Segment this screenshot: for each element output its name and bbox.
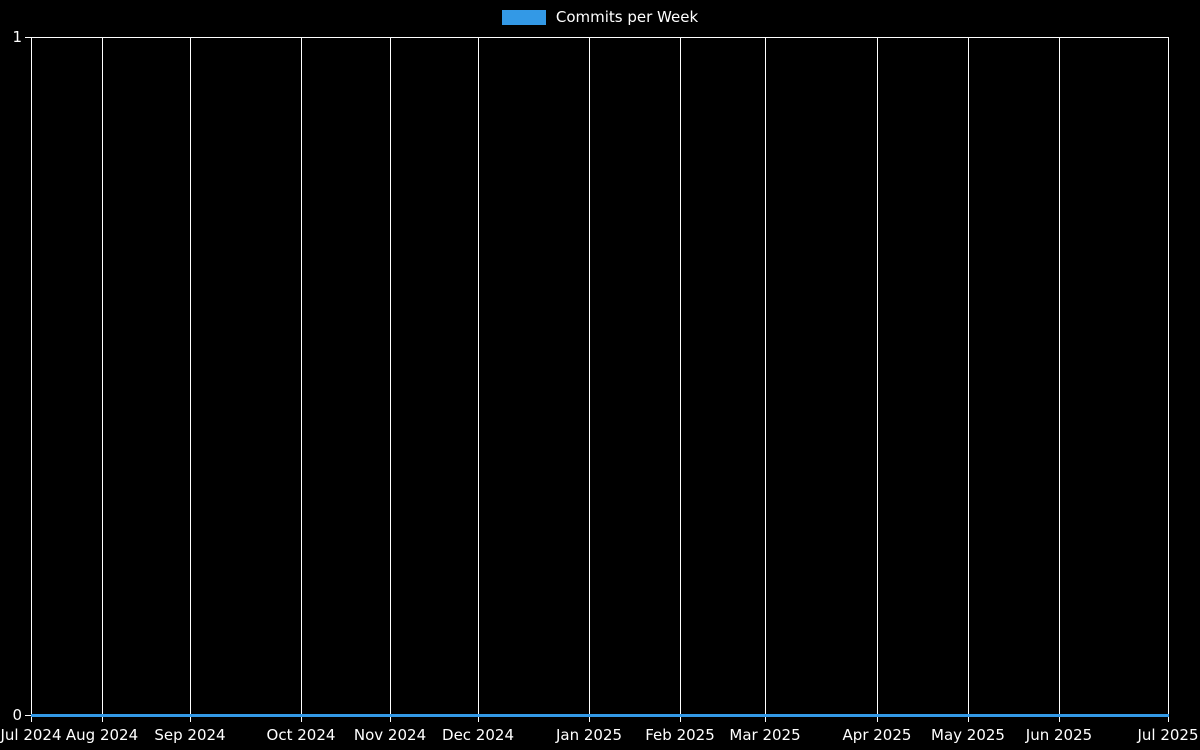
x-axis-tick bbox=[1168, 716, 1169, 722]
y-axis-tick-bottom bbox=[25, 715, 31, 716]
x-axis-tick bbox=[1059, 716, 1060, 722]
y-axis-tick-top bbox=[25, 37, 31, 38]
x-axis-tick-label: Mar 2025 bbox=[729, 726, 801, 744]
legend-item-commits-per-week[interactable]: Commits per Week bbox=[501, 7, 699, 26]
legend-swatch-icon bbox=[501, 9, 546, 25]
x-axis-tick-label: Jul 2024 bbox=[0, 726, 62, 744]
gridline bbox=[1059, 38, 1060, 715]
x-axis-tick-label: Apr 2025 bbox=[842, 726, 912, 744]
chart-legend: Commits per Week bbox=[0, 4, 1200, 30]
x-axis-tick bbox=[765, 716, 766, 722]
gridline bbox=[301, 38, 302, 715]
x-axis-tick bbox=[301, 716, 302, 722]
x-axis-tick bbox=[102, 716, 103, 722]
y-axis-label-top: 1 bbox=[12, 28, 22, 46]
plot-right-axis-line bbox=[1168, 37, 1169, 716]
y-axis-label-bottom: 0 bbox=[12, 706, 22, 724]
plot-top-axis-line bbox=[31, 37, 1169, 38]
x-axis-tick bbox=[390, 716, 391, 722]
x-axis-tick bbox=[478, 716, 479, 722]
gridline bbox=[478, 38, 479, 715]
series-line-commits-per-week bbox=[31, 714, 1169, 717]
x-axis-tick bbox=[968, 716, 969, 722]
x-axis-tick bbox=[190, 716, 191, 722]
gridline bbox=[190, 38, 191, 715]
x-axis-tick-label: Oct 2024 bbox=[266, 726, 336, 744]
x-axis-tick-label: Jul 2025 bbox=[1137, 726, 1199, 744]
x-axis-tick bbox=[31, 716, 32, 722]
gridline bbox=[589, 38, 590, 715]
legend-label: Commits per Week bbox=[555, 7, 699, 26]
x-axis-tick-label: May 2025 bbox=[931, 726, 1005, 744]
plot-left-axis-line bbox=[31, 37, 32, 716]
x-axis-tick bbox=[877, 716, 878, 722]
gridline bbox=[390, 38, 391, 715]
x-axis-tick-label: Nov 2024 bbox=[353, 726, 427, 744]
gridline bbox=[968, 38, 969, 715]
x-axis-tick-label: Aug 2024 bbox=[65, 726, 139, 744]
gridline bbox=[877, 38, 878, 715]
gridline bbox=[102, 38, 103, 715]
x-axis-tick-label: Jun 2025 bbox=[1025, 726, 1093, 744]
gridline bbox=[680, 38, 681, 715]
x-axis-tick-label: Feb 2025 bbox=[645, 726, 715, 744]
gridline bbox=[765, 38, 766, 715]
x-axis-tick-label: Dec 2024 bbox=[442, 726, 514, 744]
x-axis-tick-label: Sep 2024 bbox=[154, 726, 226, 744]
x-axis-tick bbox=[589, 716, 590, 722]
x-axis-tick bbox=[680, 716, 681, 722]
x-axis-tick-label: Jan 2025 bbox=[555, 726, 623, 744]
